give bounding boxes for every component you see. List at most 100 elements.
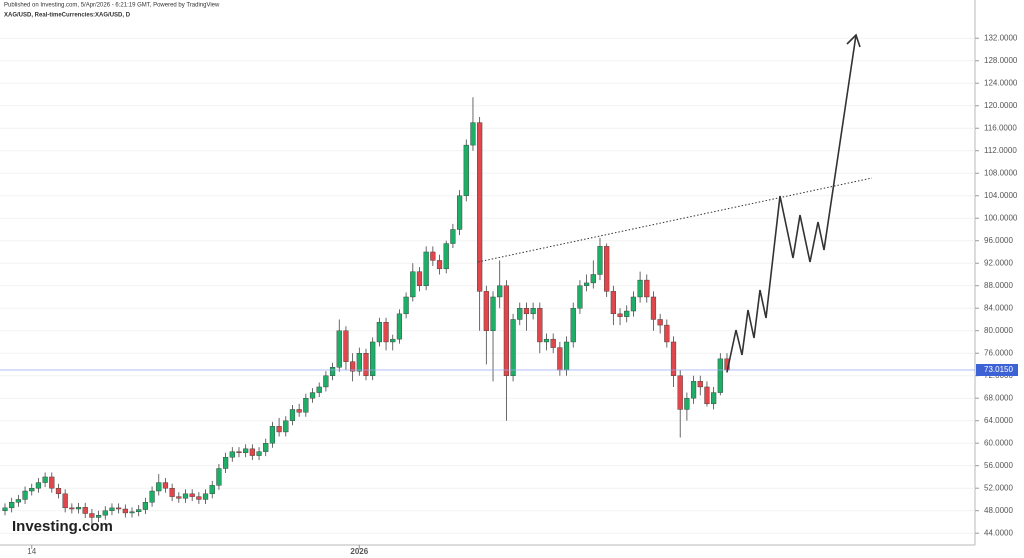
candle-body (289, 409, 296, 421)
candle-body (584, 282, 590, 286)
candle-body (276, 426, 282, 433)
candle-body (617, 313, 623, 317)
candle-body (410, 271, 416, 298)
y-tick-label: 116.0000 (984, 123, 1017, 132)
y-tick-label: 64.0000 (984, 416, 1013, 425)
y-tick-label: 128.0000 (984, 56, 1018, 65)
logo: Investing.com (12, 518, 113, 535)
candle-body (323, 375, 329, 388)
candle-body (403, 296, 409, 315)
candle-body (9, 502, 15, 509)
candle-body (122, 508, 128, 514)
y-tick-label: 48.0000 (984, 506, 1013, 515)
candle-body (55, 487, 62, 495)
candle-body (577, 285, 583, 309)
y-tick-label: 132.0000 (984, 33, 1018, 42)
candle-body (216, 468, 222, 486)
candle-body (95, 514, 102, 518)
candle-body (497, 285, 503, 298)
candle-body (229, 451, 235, 458)
candle-body (517, 308, 523, 320)
y-tick-label: 68.0000 (984, 393, 1013, 402)
trend-line (477, 177, 873, 263)
candle-body (89, 513, 95, 518)
candle-body (590, 274, 596, 284)
candle-body (142, 502, 148, 510)
candle-body (450, 229, 456, 244)
candle-body (490, 296, 496, 331)
candle-body (550, 338, 556, 348)
y-tick-label: 56.0000 (984, 461, 1013, 470)
candle-body (537, 308, 543, 343)
candle-body (503, 285, 509, 376)
candle-body (416, 271, 423, 286)
candle-body (309, 392, 316, 399)
last-price-box (976, 363, 1018, 376)
candle-body (650, 296, 657, 320)
candle-body (597, 246, 603, 275)
candle-body (256, 451, 262, 456)
y-tick-label: 92.0000 (984, 258, 1013, 267)
candle-body (610, 291, 616, 315)
candle-body (684, 398, 690, 410)
y-tick-label: 100.0000 (984, 213, 1018, 222)
candle-body (463, 144, 469, 196)
candle-body (202, 493, 209, 500)
candle-body (336, 330, 342, 368)
candle-body (717, 358, 723, 393)
candle-body (329, 367, 336, 376)
candle-body (223, 457, 229, 469)
candle-body (283, 420, 289, 433)
y-tick-label: 76.0000 (984, 348, 1013, 357)
y-tick-label: 120.0000 (984, 101, 1018, 110)
y-tick-label: 124.0000 (984, 78, 1018, 87)
candle-body (350, 361, 356, 372)
candle-body (15, 499, 21, 503)
candle-body (370, 341, 376, 376)
projection-arrowhead (846, 33, 861, 48)
candle-body (42, 476, 48, 483)
candle-body (29, 487, 35, 492)
candle-body (303, 398, 309, 413)
candle-body (316, 386, 322, 393)
candle-body (2, 507, 8, 511)
candle-body (249, 448, 255, 456)
candle-body (624, 310, 630, 317)
candle-body (477, 122, 483, 292)
candle-body (670, 341, 677, 376)
y-tick-label: 88.0000 (984, 281, 1013, 290)
candle-body (430, 251, 436, 261)
candle-body (116, 507, 122, 510)
candle-body (109, 507, 115, 511)
candle-body (296, 409, 302, 413)
candle-body (176, 496, 182, 499)
candle-body (356, 353, 362, 372)
candle-body (62, 493, 68, 509)
candle-body (563, 341, 570, 371)
candle-body (390, 338, 396, 343)
candle-body (383, 322, 389, 343)
candle-body (243, 448, 249, 453)
candle-body (443, 243, 449, 270)
candle-body (69, 507, 75, 510)
candle-body (22, 490, 28, 500)
y-tick-label: 108.0000 (984, 168, 1018, 177)
y-tick-label: 104.0000 (984, 191, 1018, 200)
y-tick-label: 84.0000 (984, 303, 1013, 312)
candle-body (136, 509, 142, 513)
y-tick-label: 44.0000 (984, 528, 1013, 537)
candle-body (711, 392, 717, 405)
candle-body (630, 296, 637, 312)
candle-body (182, 493, 189, 499)
candle-body (75, 507, 82, 510)
candle-body (483, 291, 489, 331)
published-note: Published on Investing.com, 5/Apr/2026 -… (4, 3, 220, 9)
candle-body (523, 308, 530, 315)
y-tick-label: 112.0000 (984, 146, 1017, 155)
candle-body (129, 511, 135, 514)
candle-body (396, 313, 403, 340)
candle-body (510, 319, 516, 376)
candle-body (189, 493, 195, 497)
candle-body (82, 507, 88, 514)
